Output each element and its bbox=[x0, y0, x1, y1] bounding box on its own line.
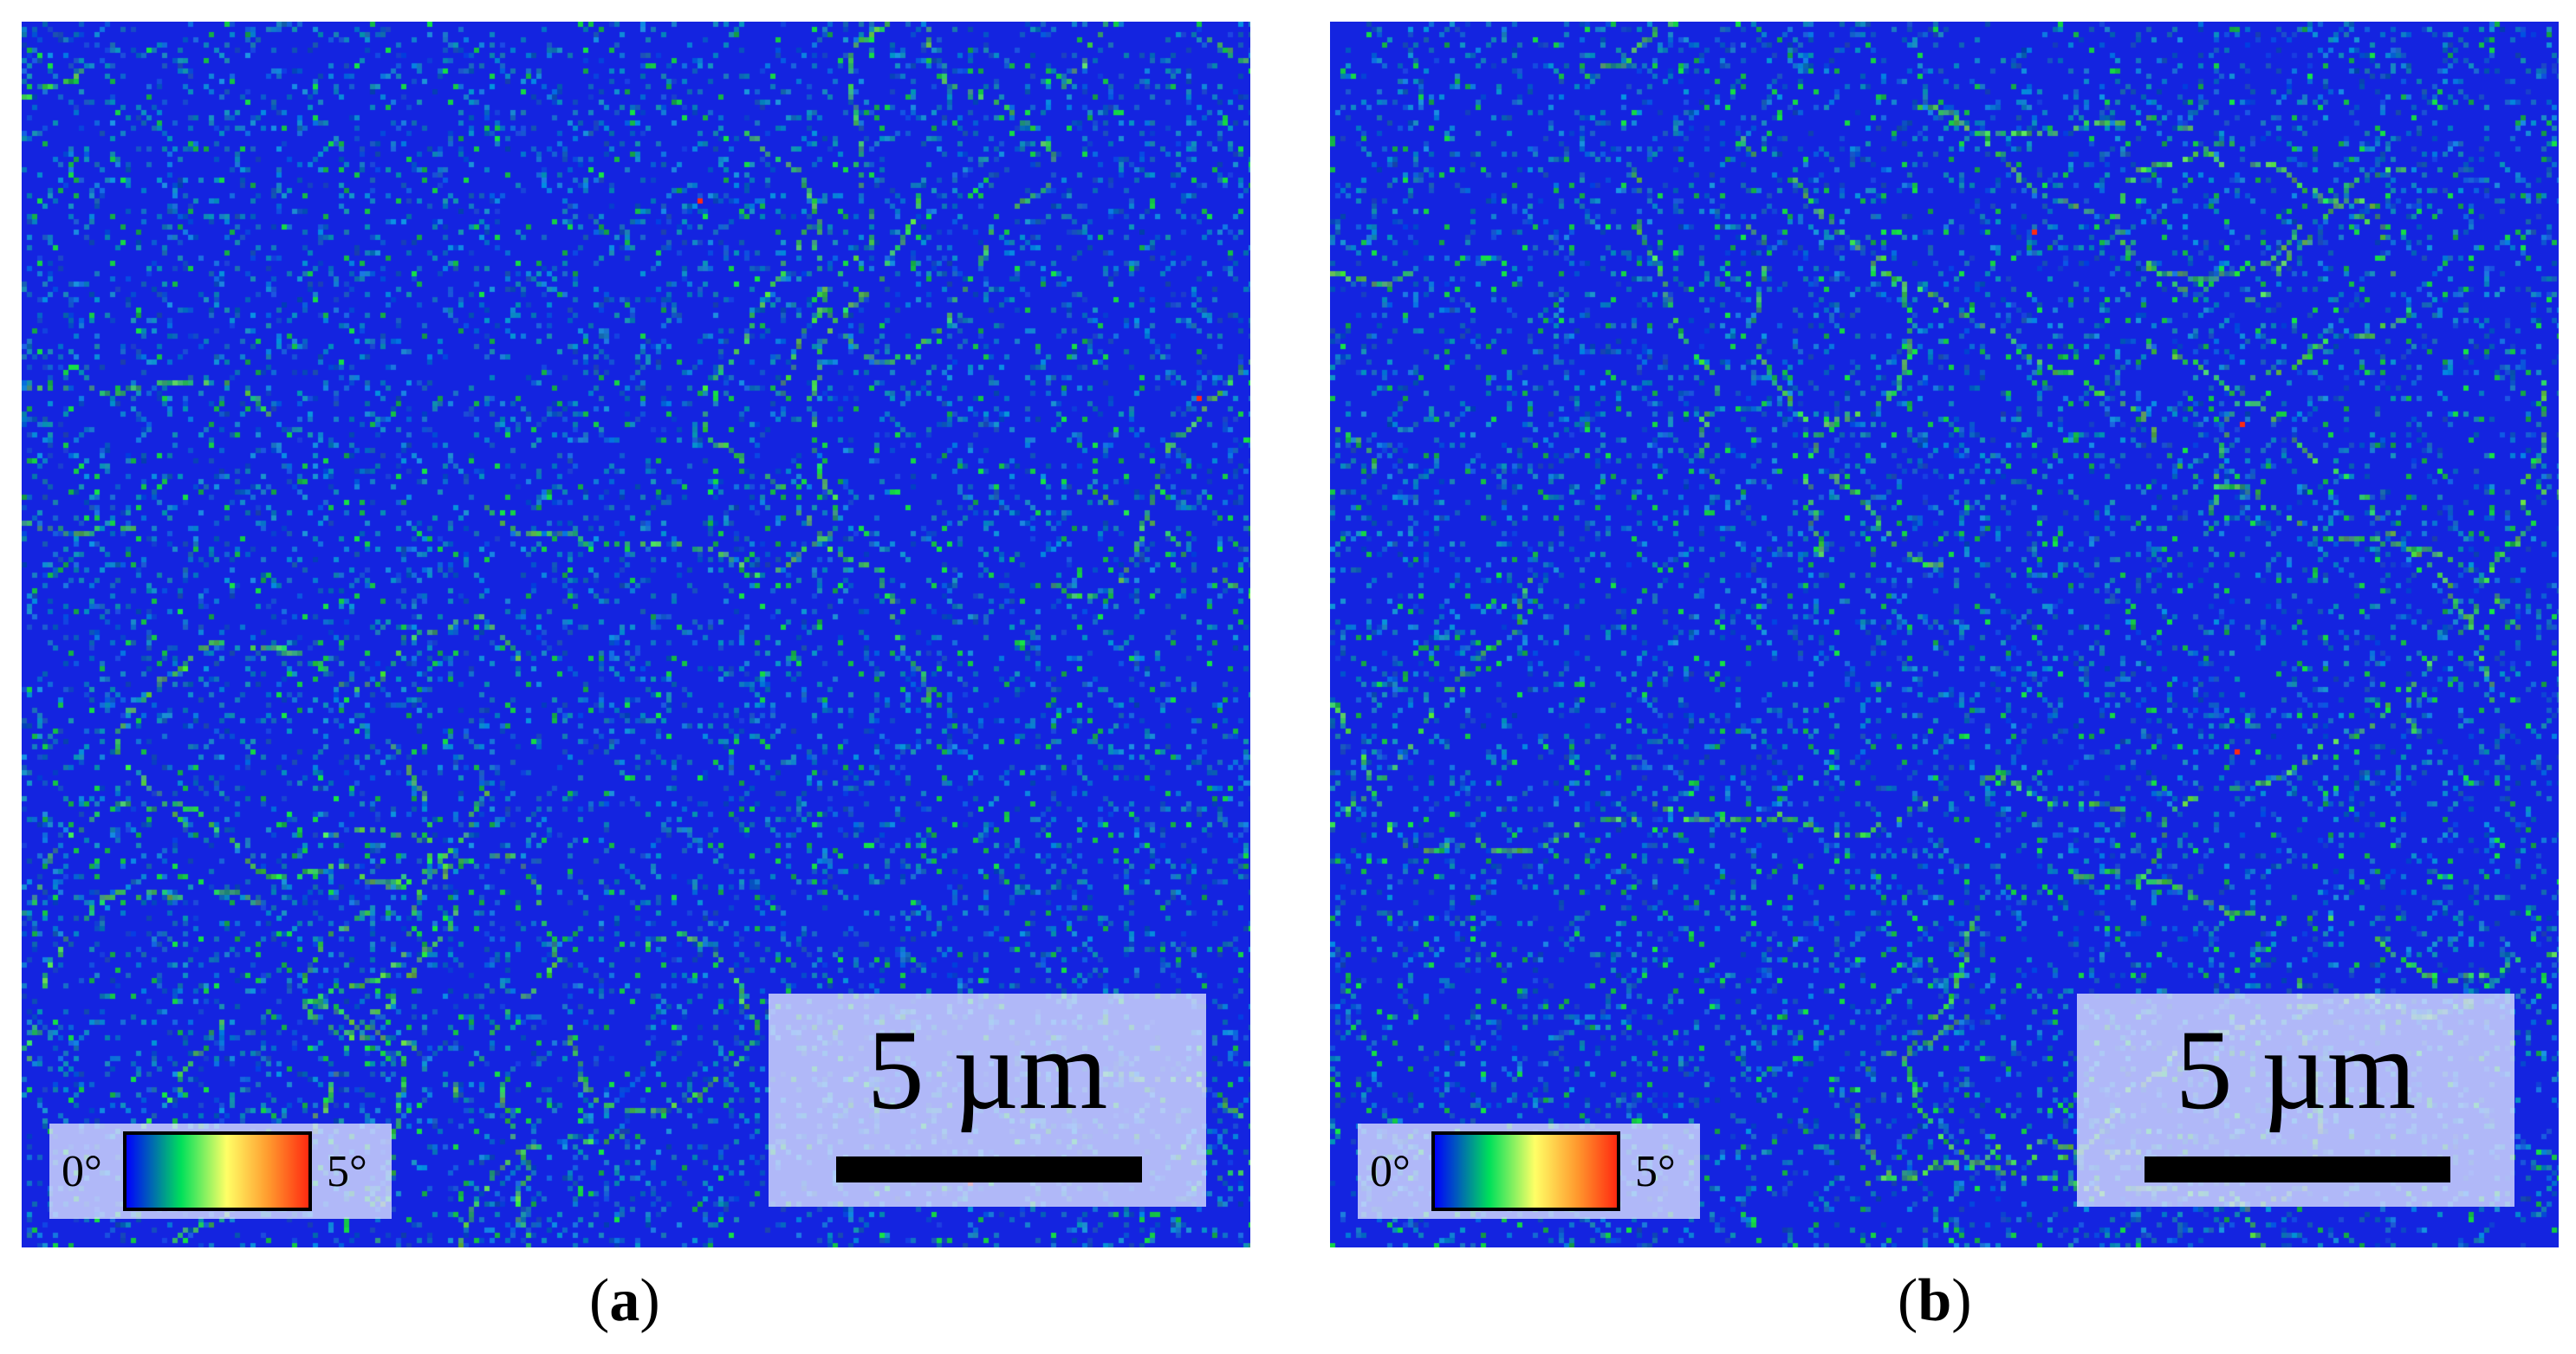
legend-max-label: 5° bbox=[1635, 1147, 1676, 1196]
caption-letter: a bbox=[609, 1267, 640, 1334]
scale-bar-label: 5 µm bbox=[866, 1006, 1108, 1133]
misorientation-map-b: 5 µm 0° 5° bbox=[1330, 22, 2559, 1247]
color-legend: 0° 5° bbox=[49, 1124, 392, 1219]
misorientation-map-a: 5 µm 0° 5° bbox=[22, 22, 1250, 1247]
legend-min-label: 0° bbox=[62, 1147, 102, 1196]
legend-max-label: 5° bbox=[327, 1147, 367, 1196]
panel-caption-b: (b) bbox=[1898, 1267, 1972, 1336]
color-legend: 0° 5° bbox=[1358, 1124, 1700, 1219]
caption-open-paren: ( bbox=[589, 1267, 610, 1334]
legend-min-label: 0° bbox=[1370, 1147, 1411, 1196]
caption-close-paren: ) bbox=[1951, 1267, 1972, 1334]
legend-colorbar bbox=[1431, 1131, 1620, 1211]
scale-bar-box: 5 µm bbox=[2077, 994, 2514, 1207]
caption-letter: b bbox=[1917, 1267, 1952, 1334]
scale-bar-box: 5 µm bbox=[769, 994, 1206, 1207]
panel-caption-a: (a) bbox=[589, 1267, 660, 1336]
scale-bar-label: 5 µm bbox=[2175, 1006, 2417, 1133]
scale-bar bbox=[2145, 1156, 2450, 1182]
caption-close-paren: ) bbox=[639, 1267, 660, 1334]
legend-colorbar bbox=[123, 1131, 312, 1211]
caption-open-paren: ( bbox=[1898, 1267, 1918, 1334]
scale-bar bbox=[836, 1156, 1142, 1182]
